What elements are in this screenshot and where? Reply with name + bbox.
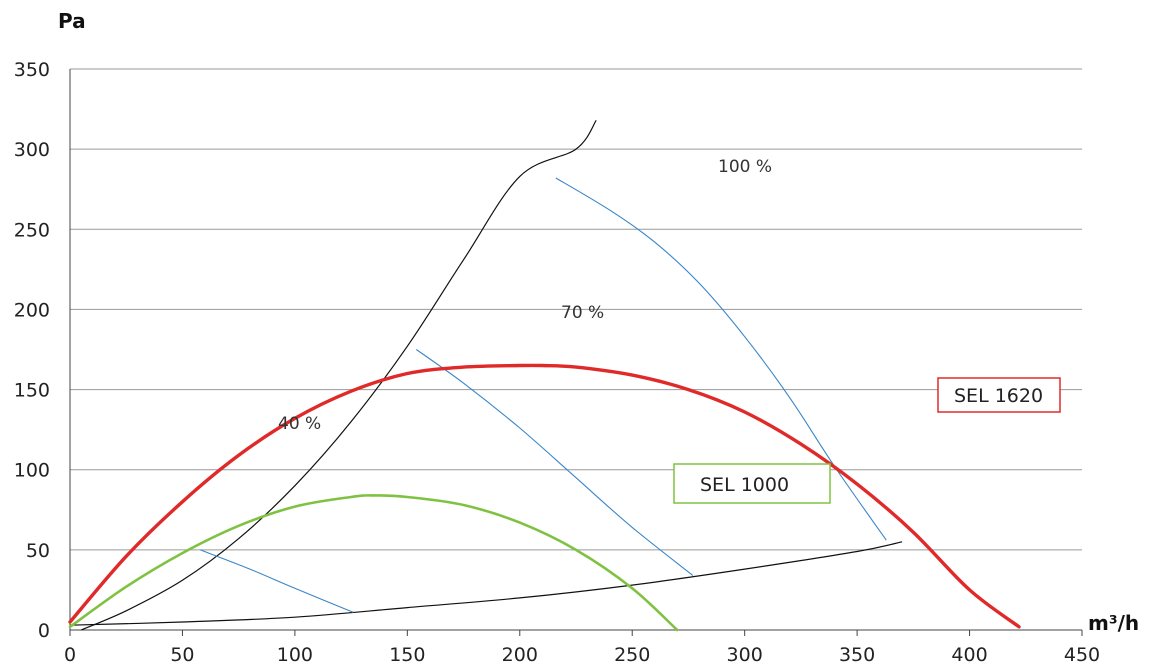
y-tick-200: 200 [14,299,50,321]
speed-curve-40-percent [200,549,354,613]
legend-sel-1000: SEL 1000 [673,463,831,504]
y-tick-300: 300 [14,139,50,161]
x-axis-label: m³/h [1088,611,1139,635]
x-tick-200: 200 [502,644,538,666]
x-tick-250: 250 [614,644,650,666]
y-tick-100: 100 [14,460,50,482]
speed-curves [200,177,887,613]
x-tick-0: 0 [64,644,76,666]
x-tick-100: 100 [277,644,313,666]
curve-sel-1620 [68,363,1021,629]
legend-sel-1000-label: SEL 1000 [700,474,789,496]
y-tick-0: 0 [38,620,50,642]
x-tick-300: 300 [727,644,763,666]
y-axis-label: Pa [58,9,86,33]
legend-sel-1620-box [937,377,1061,413]
x-tick-450: 450 [1064,644,1100,666]
y-tick-labels: 0 50 100 150 200 250 300 350 [14,59,50,642]
system-curves [69,119,903,631]
curve-sel-1000 [68,494,679,632]
y-tick-50: 50 [26,540,50,562]
x-tick-400: 400 [951,644,987,666]
system-curve-2 [69,541,903,626]
fan-curves [68,363,1021,632]
legend-sel-1620-label: SEL 1620 [954,385,1043,407]
y-tick-350: 350 [14,59,50,81]
x-tick-labels: 0 50 100 150 200 250 300 350 400 450 [64,644,1100,666]
label-100-percent: 100 % [718,157,772,177]
y-tick-250: 250 [14,219,50,241]
x-tick-150: 150 [389,644,425,666]
label-40-percent: 40 % [278,414,321,434]
x-tick-50: 50 [170,644,194,666]
label-70-percent: 70 % [561,303,604,323]
legend-sel-1620: SEL 1620 [937,377,1061,413]
system-curve-1 [80,119,597,631]
speed-curve-70-percent [415,349,694,576]
x-tick-350: 350 [839,644,875,666]
y-tick-150: 150 [14,380,50,402]
legend-sel-1000-box [673,463,831,504]
